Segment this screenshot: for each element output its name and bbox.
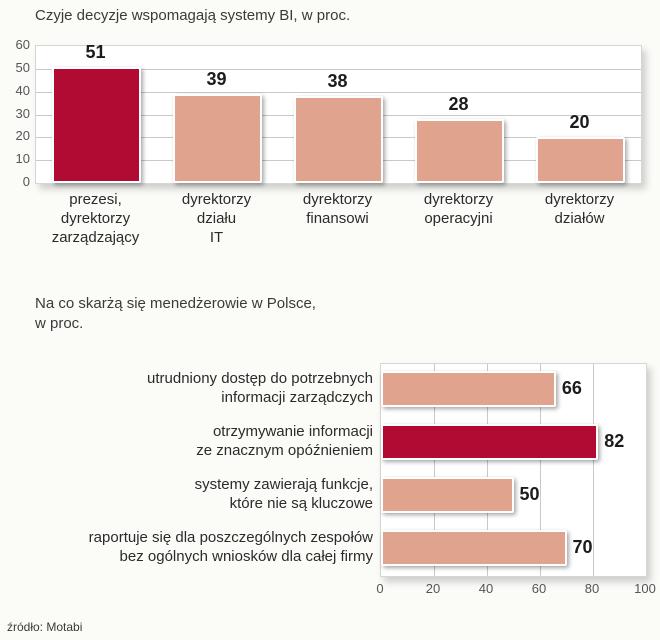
- chart1-title: Czyje decyzje wspomagają systemy BI, w p…: [35, 7, 351, 24]
- x-tick-label: 80: [584, 581, 600, 596]
- gridline: [36, 68, 641, 70]
- x-tick-label: 0: [376, 581, 384, 596]
- row-label: systemy zawierają funkcje, które nie są …: [194, 476, 373, 512]
- category-label: dyrektorzy finansowi: [302, 191, 373, 227]
- bar: [381, 477, 514, 513]
- x-tick-label: 40: [478, 581, 494, 596]
- bar: [381, 371, 556, 407]
- row-label: utrudniony dostęp do potrzebnych informa…: [147, 370, 373, 406]
- gridline: [487, 364, 488, 576]
- y-tick-label: 20: [15, 128, 30, 144]
- category-label: dyrektorzy działu IT: [181, 191, 252, 246]
- bar: [381, 530, 567, 566]
- category-label: dyrektorzy działów: [544, 191, 615, 227]
- bar: [173, 93, 262, 183]
- gridline: [593, 364, 594, 576]
- bar: [536, 137, 625, 183]
- row-label: raportuje się dla poszczególnych zespołó…: [88, 529, 373, 565]
- y-tick-label: 40: [15, 82, 30, 98]
- bar: [294, 96, 383, 183]
- row-label: otrzymywanie informacji ze znacznym opóź…: [196, 423, 373, 459]
- x-tick-label: 60: [531, 581, 547, 596]
- x-tick-label: 100: [634, 581, 656, 596]
- gridline: [434, 364, 435, 576]
- bar: [415, 119, 504, 183]
- category-label: prezesi, dyrektorzy zarządzający: [51, 191, 140, 246]
- source-caption: źródło: Motabi: [7, 620, 83, 634]
- gridline: [540, 364, 541, 576]
- chart2-title: Na co skarżą się menedżerowie w Polsce, …: [35, 295, 316, 332]
- y-tick-label: 50: [15, 59, 30, 75]
- bar: [381, 424, 599, 460]
- gridline: [36, 91, 641, 93]
- bar: [52, 66, 141, 183]
- chart2-plot-area: [380, 363, 647, 577]
- y-tick-label: 30: [15, 105, 30, 121]
- y-tick-label: 10: [15, 151, 30, 167]
- x-tick-label: 20: [425, 581, 441, 596]
- y-tick-label: 60: [15, 37, 30, 52]
- chart1-plot-area: [35, 45, 642, 184]
- category-label: dyrektorzy operacyjni: [423, 191, 494, 227]
- y-tick-label: 0: [22, 174, 30, 189]
